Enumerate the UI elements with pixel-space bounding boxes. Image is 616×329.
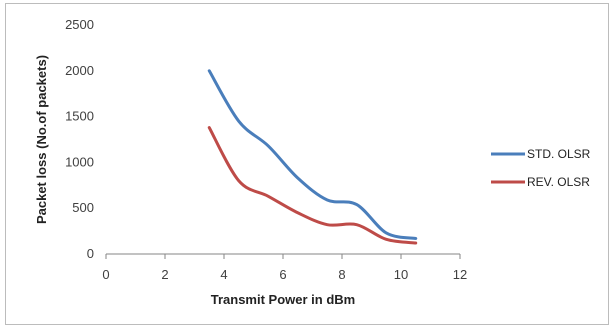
y-tick-label: 2000 xyxy=(65,63,94,78)
x-tick-label: 8 xyxy=(338,267,345,282)
y-tick-label: 500 xyxy=(72,200,94,215)
legend: STD. OLSR REV. OLSR xyxy=(491,147,591,189)
legend-label-std-olsr: STD. OLSR xyxy=(527,147,591,161)
x-axis-ticks: 0 2 4 6 8 10 12 xyxy=(102,254,467,282)
y-tick-label: 1500 xyxy=(65,109,94,124)
legend-label-rev-olsr: REV. OLSR xyxy=(527,175,590,189)
x-tick-label: 0 xyxy=(102,267,109,282)
y-axis-ticks: 0 500 1000 1500 2000 2500 xyxy=(65,17,94,261)
series-line-rev-olsr xyxy=(207,126,418,245)
x-tick-label: 12 xyxy=(453,267,467,282)
chart-frame xyxy=(5,3,609,325)
x-axis-title: Transmit Power in dBm xyxy=(211,292,355,307)
y-tick-label: 1000 xyxy=(65,154,94,169)
y-axis-title: Packet loss (No.of packets) xyxy=(34,55,49,224)
x-tick-label: 6 xyxy=(279,267,286,282)
series-layer xyxy=(207,69,418,245)
series-line-std-olsr xyxy=(207,69,418,240)
x-tick-label: 4 xyxy=(220,267,227,282)
y-tick-label: 0 xyxy=(87,246,94,261)
y-tick-label: 2500 xyxy=(65,17,94,32)
x-tick-label: 2 xyxy=(161,267,168,282)
x-tick-label: 10 xyxy=(394,267,408,282)
